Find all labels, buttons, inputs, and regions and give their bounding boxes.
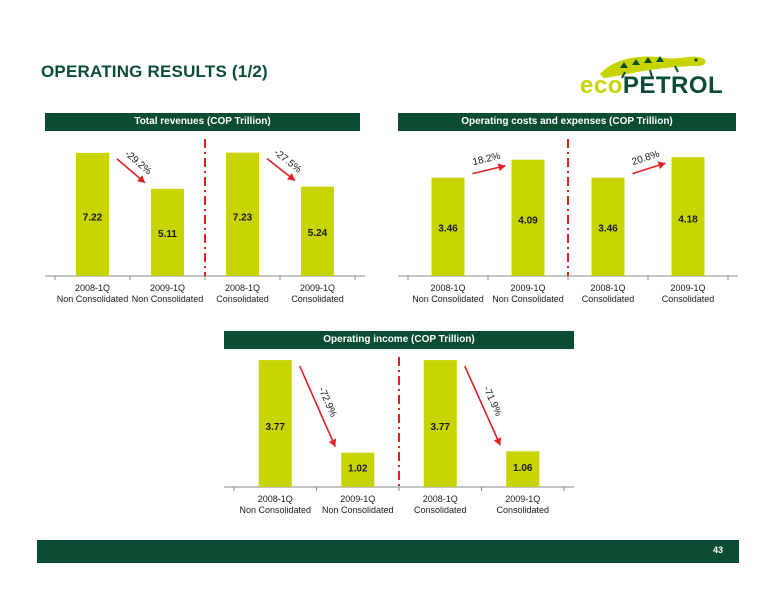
- bar: [76, 152, 109, 276]
- tick-label: 2008-1Q: [225, 283, 260, 293]
- change-arrow: [464, 365, 501, 446]
- chart-1-title: Total revenues (COP Trillion): [45, 113, 360, 131]
- tick-label: Non Consolidated: [322, 505, 394, 515]
- footer-bar: 43: [37, 540, 739, 563]
- change-label: -27.5%: [272, 147, 304, 175]
- logo-text-petrol: PETROL: [622, 72, 724, 99]
- bar: [423, 360, 457, 487]
- bar: [258, 360, 292, 487]
- change-arrow-head: [657, 161, 666, 170]
- logo-text-eco: eco: [580, 72, 623, 99]
- change-label: 20.8%: [631, 149, 661, 168]
- change-arrow-head: [328, 438, 337, 447]
- tick-label: 2009-1Q: [300, 283, 335, 293]
- bar: [431, 177, 465, 276]
- bar: [301, 186, 334, 276]
- change-arrow-head: [137, 175, 145, 183]
- data-label: 1.02: [348, 464, 368, 475]
- iguana-icon: [600, 56, 706, 79]
- chart-3-title: Operating income (COP Trillion): [224, 331, 574, 349]
- tick-label: 2009-1Q: [340, 494, 375, 504]
- data-label: 7.22: [83, 213, 103, 224]
- change-arrow: [299, 365, 336, 447]
- change-arrow-head: [497, 163, 506, 172]
- bar: [226, 152, 259, 276]
- tick-label: 2008-1Q: [75, 283, 110, 293]
- tick-label: 2009-1Q: [510, 283, 545, 293]
- tick-label: Consolidated: [662, 294, 715, 304]
- bar: [341, 452, 375, 487]
- tick-label: Non Consolidated: [492, 294, 564, 304]
- data-label: 4.09: [518, 216, 538, 227]
- tick-label: Non Consolidated: [132, 294, 204, 304]
- data-label: 5.24: [308, 228, 328, 239]
- data-label: 7.23: [233, 212, 253, 223]
- tick-label: 2008-1Q: [430, 283, 465, 293]
- tick-label: 2008-1Q: [590, 283, 625, 293]
- change-arrow-head: [493, 437, 502, 446]
- ecopetrol-logo: ecoPETROL: [580, 44, 730, 100]
- tick-label: 2009-1Q: [505, 494, 540, 504]
- tick-label: Consolidated: [414, 505, 467, 515]
- bar: [506, 451, 540, 487]
- data-label: 3.77: [431, 422, 451, 433]
- chart-2-title: Operating costs and expenses (COP Trilli…: [398, 113, 736, 131]
- tick-label: 2008-1Q: [258, 494, 293, 504]
- bar: [591, 177, 625, 276]
- bar: [511, 159, 545, 276]
- tick-label: Non Consolidated: [57, 294, 129, 304]
- bar: [151, 188, 184, 276]
- data-label: 5.11: [158, 229, 177, 240]
- change-arrow-head: [287, 173, 295, 181]
- data-label: 3.46: [438, 224, 458, 235]
- tick-label: 2009-1Q: [150, 283, 185, 293]
- tick-label: Non Consolidated: [412, 294, 484, 304]
- tick-label: Consolidated: [291, 294, 344, 304]
- bar: [671, 157, 705, 276]
- change-label: -29.2%: [122, 148, 153, 177]
- page-number: 43: [712, 545, 723, 555]
- data-label: 3.77: [266, 422, 286, 433]
- data-label: 4.18: [678, 215, 698, 226]
- tick-label: 2008-1Q: [423, 494, 458, 504]
- tick-label: Non Consolidated: [239, 505, 311, 515]
- logo-wordmark: ecoPETROL: [580, 72, 723, 100]
- data-label: 1.06: [513, 463, 533, 474]
- tick-label: Consolidated: [496, 505, 549, 515]
- data-label: 3.46: [598, 224, 618, 235]
- page-title: OPERATING RESULTS (1/2): [41, 62, 268, 81]
- change-label: -71.9%: [481, 385, 504, 419]
- tick-label: Consolidated: [582, 294, 635, 304]
- tick-label: 2009-1Q: [670, 283, 705, 293]
- tick-label: Consolidated: [216, 294, 269, 304]
- change-label: -72.9%: [316, 385, 339, 419]
- change-label: 18.2%: [471, 151, 501, 168]
